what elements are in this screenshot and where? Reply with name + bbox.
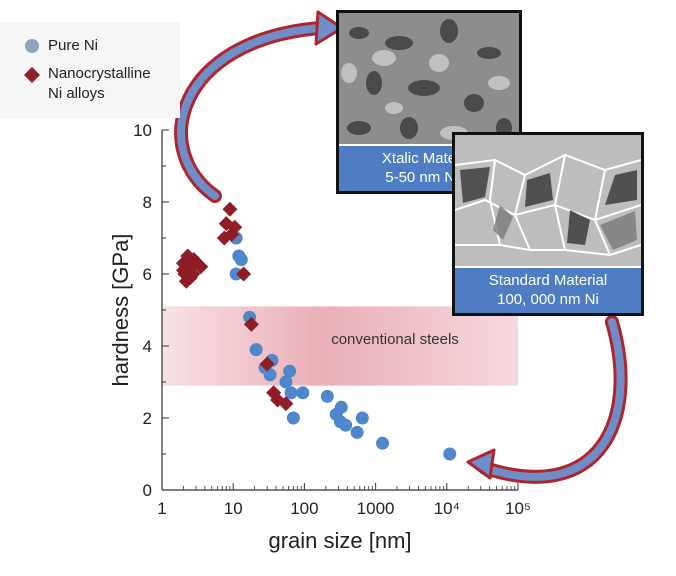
legend-circle-marker <box>25 39 39 53</box>
pure-ni-point <box>284 386 298 400</box>
data-points <box>175 201 457 461</box>
axes: 0 2 4 6 8 10 1 10 100 1000 10⁴ 10⁵ <box>133 121 531 518</box>
legend-label-pure-ni: Pure Ni <box>48 37 99 54</box>
micrograph-standard: Standard Material 100, 000 nm Ni <box>452 132 644 316</box>
y-tick-label: 2 <box>143 409 152 428</box>
pure-ni-point <box>249 343 263 357</box>
pure-ni-point <box>283 364 297 378</box>
y-tick-label: 6 <box>143 265 152 284</box>
curved-arrow-bottom <box>466 315 628 484</box>
x-tick-label: 10⁵ <box>505 499 531 518</box>
pure-ni-point <box>320 389 334 403</box>
pure-ni-point <box>443 447 457 461</box>
ni-alloy-point <box>227 219 243 235</box>
legend-label-alloys-line1: Nanocrystalline <box>48 65 151 82</box>
pure-ni-point <box>355 411 369 425</box>
caption-bottom-line2: 100, 000 nm Ni <box>497 291 599 308</box>
curved-arrow-top <box>174 10 344 203</box>
y-tick-label: 0 <box>143 481 152 500</box>
x-tick-label: 100 <box>290 499 318 518</box>
y-tick-label: 10 <box>133 121 152 140</box>
ni-alloy-point <box>236 266 252 282</box>
pure-ni-point <box>296 386 310 400</box>
x-axis-title: grain size [nm] <box>268 528 411 553</box>
conventional-steels-label: conventional steels <box>331 331 459 348</box>
micrograph-caption-bottom: Standard Material 100, 000 nm Ni <box>455 266 641 313</box>
ni-alloy-point <box>259 356 275 372</box>
caption-bottom-line1: Standard Material <box>488 272 608 289</box>
pure-ni-point <box>350 425 364 439</box>
pure-ni-point <box>234 253 248 267</box>
legend: Pure Ni Nanocrystalline Ni alloys <box>0 22 180 118</box>
y-tick-label: 4 <box>143 337 152 356</box>
ni-alloy-point <box>178 255 194 271</box>
x-tick-label: 1 <box>157 499 166 518</box>
x-tick-label: 10 <box>224 499 243 518</box>
y-tick-label: 8 <box>143 193 152 212</box>
ni-alloy-point <box>222 201 238 217</box>
pure-ni-point <box>339 418 353 432</box>
y-axis-title: hardness [GPa] <box>108 234 133 387</box>
legend-diamond-marker <box>24 67 40 83</box>
pure-ni-point <box>334 400 348 414</box>
ni-alloy-point <box>278 396 294 412</box>
conventional-steels-band <box>162 306 518 386</box>
x-tick-label: 10⁴ <box>434 499 460 518</box>
ni-alloy-point <box>193 259 209 275</box>
caption-top-line2: 5-50 nm NiW <box>385 169 473 186</box>
pure-ni-point <box>286 411 300 425</box>
ni-alloy-point <box>185 266 201 282</box>
pure-ni-point <box>263 368 277 382</box>
pure-ni-point <box>376 436 389 450</box>
x-tick-label: 1000 <box>357 499 395 518</box>
ni-alloy-point <box>243 316 259 332</box>
pure-ni-point <box>279 375 293 389</box>
legend-label-alloys-line2: Ni alloys <box>48 85 105 102</box>
